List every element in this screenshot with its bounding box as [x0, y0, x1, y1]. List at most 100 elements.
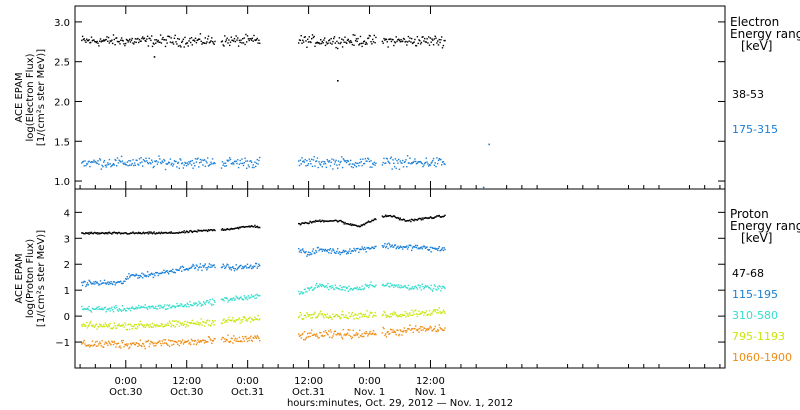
- data-point: [176, 341, 178, 344]
- data-point: [317, 166, 319, 169]
- data-point: [430, 327, 432, 329]
- data-point: [427, 42, 429, 44]
- data-point: [347, 252, 349, 254]
- data-point: [303, 222, 306, 225]
- legend-entry: 38-53: [732, 88, 764, 101]
- data-point: [405, 331, 407, 334]
- data-point: [150, 273, 152, 275]
- data-point: [318, 249, 320, 252]
- data-point: [184, 232, 186, 234]
- data-point: [83, 280, 85, 283]
- data-point: [424, 217, 426, 219]
- data-point: [184, 340, 186, 343]
- data-point: [94, 41, 97, 43]
- data-point: [350, 40, 352, 42]
- data-point: [145, 275, 147, 278]
- data-point: [150, 325, 152, 328]
- data-point: [361, 333, 363, 335]
- data-point: [247, 295, 250, 297]
- data-point: [309, 287, 311, 289]
- data-point: [151, 341, 153, 343]
- data-point: [337, 287, 340, 290]
- data-point: [124, 280, 126, 282]
- data-point: [203, 229, 205, 231]
- data-point: [356, 225, 358, 227]
- data-point: [252, 336, 254, 339]
- data-point: [157, 232, 159, 234]
- data-point: [334, 161, 336, 163]
- data-point: [90, 232, 92, 235]
- data-point: [432, 159, 434, 162]
- legend-title: Energy range: [730, 219, 800, 233]
- data-point: [368, 285, 371, 287]
- data-point: [207, 324, 210, 326]
- data-point: [246, 225, 248, 228]
- data-point: [102, 40, 104, 42]
- data-point: [257, 295, 259, 297]
- data-point: [320, 161, 323, 163]
- data-point: [354, 249, 356, 251]
- data-point: [98, 45, 100, 47]
- data-point: [320, 310, 322, 313]
- data-point: [156, 163, 159, 165]
- data-point: [194, 322, 196, 324]
- data-point: [432, 217, 434, 219]
- data-point: [198, 266, 201, 268]
- data-point: [85, 164, 87, 167]
- data-point: [225, 228, 228, 231]
- data-point: [310, 221, 312, 223]
- data-point: [321, 250, 323, 252]
- data-point: [390, 245, 393, 247]
- data-point: [242, 38, 244, 40]
- data-point: [178, 269, 180, 271]
- data-point: [242, 267, 245, 269]
- data-point: [95, 232, 98, 235]
- data-point: [204, 229, 206, 232]
- data-point: [306, 46, 308, 48]
- data-point: [347, 38, 349, 41]
- data-point: [433, 216, 436, 219]
- data-point: [419, 247, 422, 249]
- data-point: [241, 321, 243, 323]
- data-point: [154, 324, 156, 326]
- data-point: [346, 316, 348, 319]
- data-point: [194, 267, 197, 269]
- data-point: [106, 164, 108, 166]
- data-point: [177, 305, 180, 308]
- data-point: [250, 38, 252, 40]
- data-point: [140, 232, 142, 235]
- data-point: [151, 232, 153, 234]
- data-point: [148, 326, 150, 328]
- data-point: [242, 318, 244, 321]
- data-point: [133, 325, 135, 328]
- data-point: [328, 39, 331, 41]
- data-point: [180, 231, 182, 234]
- data-point: [406, 166, 408, 168]
- data-point: [157, 341, 159, 344]
- data-point: [367, 246, 370, 249]
- data-point: [405, 286, 407, 288]
- data-point: [110, 327, 112, 330]
- data-point: [389, 316, 391, 318]
- data-point: [355, 38, 358, 40]
- data-point: [182, 266, 185, 268]
- data-point: [319, 163, 321, 165]
- data-point: [351, 43, 354, 46]
- data-point: [99, 158, 101, 160]
- data-point: [102, 282, 104, 284]
- data-point: [109, 310, 111, 312]
- data-point: [164, 45, 167, 48]
- data-point: [323, 285, 325, 287]
- data-point: [227, 301, 229, 303]
- data-point: [134, 344, 137, 346]
- data-point: [244, 265, 246, 267]
- data-point: [357, 288, 359, 291]
- data-point: [138, 41, 140, 44]
- data-point: [86, 307, 89, 309]
- data-point: [142, 231, 145, 233]
- data-point: [93, 232, 95, 234]
- data-point: [121, 305, 124, 307]
- data-point: [367, 333, 370, 336]
- data-point: [415, 285, 417, 287]
